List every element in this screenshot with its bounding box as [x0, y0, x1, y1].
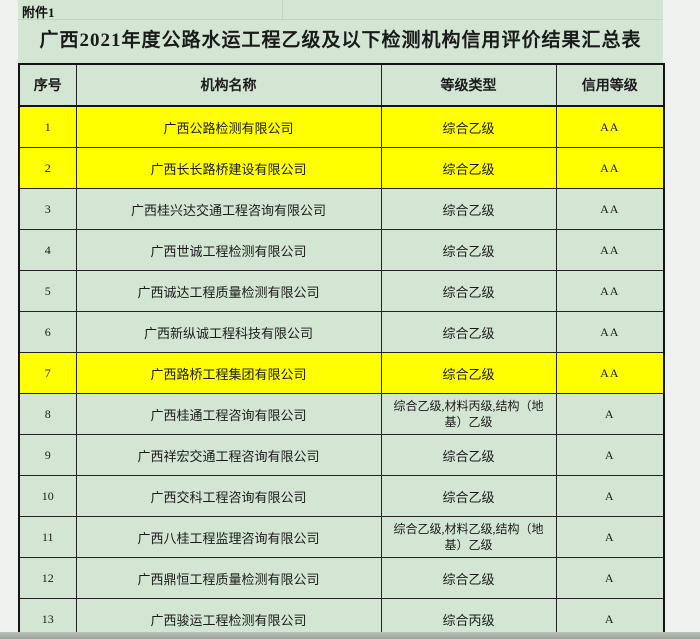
credit-grade-cell: A — [555, 434, 665, 476]
table-row: 1 广西公路检测有限公司 综合乙级 AA — [18, 105, 665, 148]
page-title: 广西2021年度公路水运工程乙级及以下检测机构信用评价结果汇总表 — [39, 30, 642, 51]
org-name-cell: 广西新纵诚工程科技有限公司 — [75, 311, 382, 353]
column-header-serial: 序号 — [18, 63, 77, 107]
serial-cell: 7 — [18, 352, 77, 394]
credit-grade-cell: AA — [555, 270, 665, 312]
credit-grade-cell: AA — [555, 352, 665, 394]
gridline-horizontal — [18, 19, 663, 20]
org-name-cell: 广西鼎恒工程质量检测有限公司 — [75, 557, 382, 599]
serial-cell: 2 — [18, 147, 77, 189]
column-header-org-name: 机构名称 — [75, 63, 382, 107]
serial-cell: 6 — [18, 311, 77, 353]
table-row: 8 广西桂通工程咨询有限公司 综合乙级,材料丙级,结构（地基）乙级 A — [18, 393, 665, 435]
serial-cell: 4 — [18, 229, 77, 271]
serial-cell: 12 — [18, 557, 77, 599]
table-row: 4 广西世诚工程检测有限公司 综合乙级 AA — [18, 229, 665, 271]
results-table: 序号 机构名称 等级类型 信用等级 1 广西公路检测有限公司 综合乙级 AA 2… — [18, 63, 665, 639]
serial-cell: 9 — [18, 434, 77, 476]
org-name-cell: 广西交科工程咨询有限公司 — [75, 475, 382, 517]
org-name-cell: 广西长长路桥建设有限公司 — [75, 147, 382, 189]
serial-cell: 1 — [18, 105, 77, 148]
grade-type-cell: 综合乙级 — [380, 270, 557, 312]
serial-cell: 11 — [18, 516, 77, 558]
table-row: 7 广西路桥工程集团有限公司 综合乙级 AA — [18, 352, 665, 394]
table-row: 5 广西诚达工程质量检测有限公司 综合乙级 AA — [18, 270, 665, 312]
grade-type-cell: 综合乙级 — [380, 188, 557, 230]
org-name-cell: 广西桂通工程咨询有限公司 — [75, 393, 382, 435]
org-name-cell: 广西世诚工程检测有限公司 — [75, 229, 382, 271]
org-name-cell: 广西祥宏交通工程咨询有限公司 — [75, 434, 382, 476]
spreadsheet-area: 附件1 广西2021年度公路水运工程乙级及以下检测机构信用评价结果汇总表 序号 … — [18, 0, 665, 639]
grade-type-cell: 综合乙级 — [380, 229, 557, 271]
attachment-label: 附件1 — [22, 5, 55, 20]
credit-grade-cell: AA — [555, 188, 665, 230]
credit-grade-cell: AA — [555, 311, 665, 353]
org-name-cell: 广西桂兴达交通工程咨询有限公司 — [75, 188, 382, 230]
serial-cell: 3 — [18, 188, 77, 230]
org-name-cell: 广西八桂工程监理咨询有限公司 — [75, 516, 382, 558]
table-row: 11 广西八桂工程监理咨询有限公司 综合乙级,材料乙级,结构（地基）乙级 A — [18, 516, 665, 558]
org-name-cell: 广西公路检测有限公司 — [75, 105, 382, 148]
org-name-cell: 广西路桥工程集团有限公司 — [75, 352, 382, 394]
grade-type-cell: 综合乙级 — [380, 557, 557, 599]
credit-grade-cell: A — [555, 475, 665, 517]
grade-type-cell: 综合乙级 — [380, 311, 557, 353]
table-row: 12 广西鼎恒工程质量检测有限公司 综合乙级 A — [18, 557, 665, 599]
org-name-cell: 广西诚达工程质量检测有限公司 — [75, 270, 382, 312]
grade-type-cell: 综合乙级 — [380, 147, 557, 189]
grade-type-cell: 综合乙级 — [380, 434, 557, 476]
serial-cell: 5 — [18, 270, 77, 312]
credit-grade-cell: AA — [555, 229, 665, 271]
grade-type-cell: 综合乙级,材料丙级,结构（地基）乙级 — [380, 393, 557, 435]
credit-grade-cell: AA — [555, 147, 665, 189]
credit-grade-cell: A — [555, 516, 665, 558]
table-body: 1 广西公路检测有限公司 综合乙级 AA 2 广西长长路桥建设有限公司 综合乙级… — [18, 105, 665, 639]
serial-cell: 8 — [18, 393, 77, 435]
table-row: 10 广西交科工程咨询有限公司 综合乙级 A — [18, 475, 665, 517]
column-header-credit-grade: 信用等级 — [555, 63, 665, 107]
grade-type-cell: 综合乙级,材料乙级,结构（地基）乙级 — [380, 516, 557, 558]
serial-cell: 10 — [18, 475, 77, 517]
bottom-edge-band — [0, 632, 700, 639]
table-row: 6 广西新纵诚工程科技有限公司 综合乙级 AA — [18, 311, 665, 353]
column-header-grade-type: 等级类型 — [380, 63, 557, 107]
table-row: 2 广西长长路桥建设有限公司 综合乙级 AA — [18, 147, 665, 189]
credit-grade-cell: A — [555, 393, 665, 435]
table-row: 3 广西桂兴达交通工程咨询有限公司 综合乙级 AA — [18, 188, 665, 230]
grade-type-cell: 综合乙级 — [380, 105, 557, 148]
grade-type-cell: 综合乙级 — [380, 475, 557, 517]
grade-type-cell: 综合乙级 — [380, 352, 557, 394]
table-row: 9 广西祥宏交通工程咨询有限公司 综合乙级 A — [18, 434, 665, 476]
credit-grade-cell: AA — [555, 105, 665, 148]
gridline-vertical — [282, 0, 283, 19]
credit-grade-cell: A — [555, 557, 665, 599]
header-row: 序号 机构名称 等级类型 信用等级 — [18, 63, 665, 107]
